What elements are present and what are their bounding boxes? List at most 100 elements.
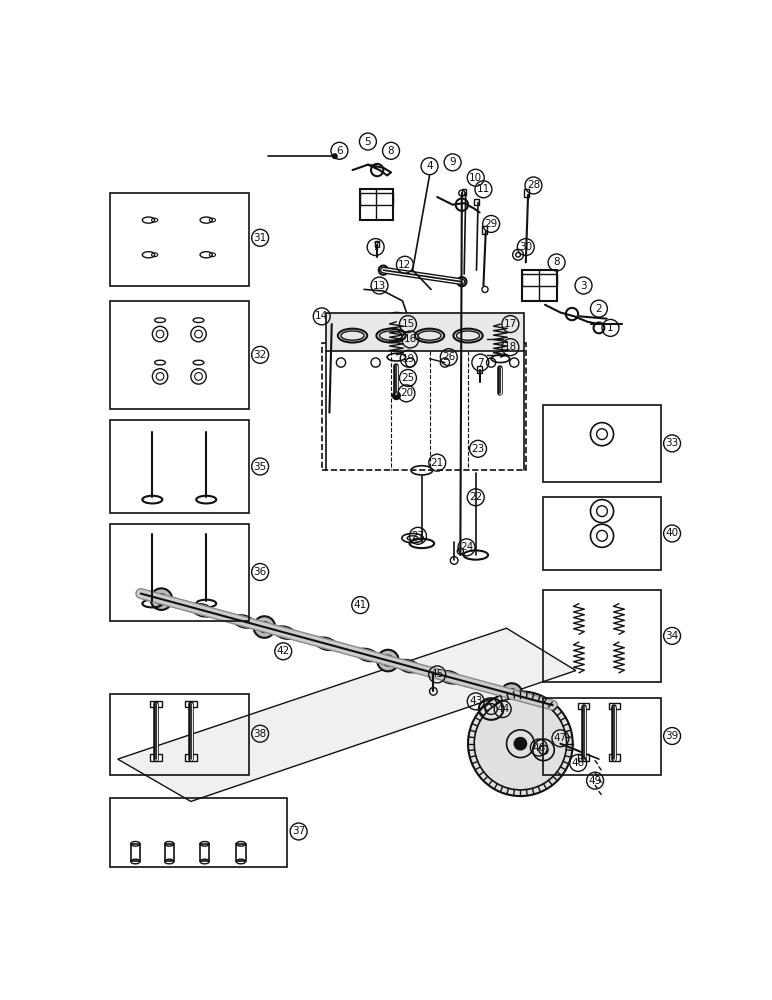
Text: 13: 13 bbox=[373, 281, 386, 291]
Ellipse shape bbox=[274, 626, 296, 639]
Text: 5: 5 bbox=[364, 137, 371, 147]
Bar bbox=[462, 189, 466, 195]
Text: 30: 30 bbox=[520, 242, 533, 252]
Ellipse shape bbox=[191, 604, 214, 617]
Bar bbox=[150, 754, 162, 761]
Text: 20: 20 bbox=[400, 388, 413, 398]
Text: 43: 43 bbox=[469, 696, 482, 706]
Bar bbox=[578, 703, 589, 709]
Circle shape bbox=[514, 738, 527, 750]
Ellipse shape bbox=[398, 659, 420, 673]
Text: 38: 38 bbox=[253, 729, 267, 739]
Bar bbox=[326, 312, 524, 351]
Ellipse shape bbox=[501, 683, 523, 705]
Text: 40: 40 bbox=[665, 528, 679, 538]
Text: 21: 21 bbox=[431, 458, 444, 468]
Text: 37: 37 bbox=[292, 826, 305, 836]
Text: 29: 29 bbox=[485, 219, 498, 229]
Bar bbox=[185, 754, 197, 761]
Ellipse shape bbox=[438, 671, 461, 684]
Text: 2: 2 bbox=[596, 304, 602, 314]
Bar bbox=[236, 844, 245, 861]
Text: 12: 12 bbox=[398, 260, 411, 270]
Text: 36: 36 bbox=[253, 567, 267, 577]
Bar bbox=[164, 844, 174, 861]
Text: 47: 47 bbox=[554, 733, 567, 743]
Bar bbox=[110, 420, 249, 513]
Bar bbox=[327, 319, 333, 326]
Text: 34: 34 bbox=[665, 631, 679, 641]
Bar bbox=[524, 189, 529, 197]
Text: 8: 8 bbox=[554, 257, 560, 267]
Ellipse shape bbox=[151, 588, 172, 610]
Text: 11: 11 bbox=[477, 184, 490, 194]
Bar bbox=[543, 497, 661, 570]
Text: 41: 41 bbox=[354, 600, 367, 610]
Text: 33: 33 bbox=[665, 438, 679, 448]
Bar bbox=[474, 199, 479, 205]
Text: 7: 7 bbox=[372, 242, 379, 252]
Text: 31: 31 bbox=[253, 233, 267, 243]
Bar bbox=[543, 590, 661, 682]
Circle shape bbox=[333, 154, 337, 158]
Text: 45: 45 bbox=[431, 669, 444, 679]
Polygon shape bbox=[117, 628, 576, 801]
Bar bbox=[375, 241, 380, 247]
Ellipse shape bbox=[356, 648, 378, 662]
Ellipse shape bbox=[259, 622, 269, 632]
Circle shape bbox=[393, 392, 400, 400]
Bar bbox=[110, 524, 249, 620]
Text: 4: 4 bbox=[426, 161, 433, 171]
Ellipse shape bbox=[156, 594, 167, 605]
Text: 39: 39 bbox=[665, 731, 679, 741]
Ellipse shape bbox=[506, 689, 517, 699]
Ellipse shape bbox=[232, 615, 255, 628]
Bar bbox=[543, 405, 661, 482]
Text: 42: 42 bbox=[276, 646, 290, 656]
Bar bbox=[522, 274, 557, 286]
Bar bbox=[110, 694, 249, 774]
Bar bbox=[578, 754, 589, 761]
Text: 9: 9 bbox=[449, 157, 456, 167]
Text: 22: 22 bbox=[469, 492, 482, 502]
Text: 15: 15 bbox=[401, 319, 415, 329]
Text: 17: 17 bbox=[504, 319, 517, 329]
Text: 16: 16 bbox=[404, 334, 417, 344]
Ellipse shape bbox=[383, 655, 394, 666]
Text: 48: 48 bbox=[571, 758, 584, 768]
Bar bbox=[200, 844, 209, 861]
Ellipse shape bbox=[253, 616, 275, 638]
Ellipse shape bbox=[315, 637, 337, 650]
Bar bbox=[110, 193, 249, 286]
Bar bbox=[522, 270, 557, 301]
Bar bbox=[150, 701, 162, 707]
Text: 28: 28 bbox=[527, 180, 540, 190]
Bar bbox=[130, 844, 140, 861]
Text: 6: 6 bbox=[336, 146, 343, 156]
Bar bbox=[361, 193, 393, 205]
Text: 26: 26 bbox=[442, 352, 455, 362]
Bar bbox=[609, 754, 620, 761]
Bar bbox=[361, 189, 393, 220]
Bar bbox=[110, 798, 287, 867]
Text: 35: 35 bbox=[253, 462, 267, 472]
Text: 10: 10 bbox=[469, 173, 482, 183]
Text: 24: 24 bbox=[460, 542, 473, 552]
Text: 19: 19 bbox=[402, 354, 415, 364]
Text: 27: 27 bbox=[411, 531, 425, 541]
Bar bbox=[543, 698, 661, 774]
Ellipse shape bbox=[378, 650, 398, 671]
Text: 25: 25 bbox=[401, 373, 415, 383]
Bar bbox=[322, 343, 526, 470]
Bar bbox=[110, 301, 249, 409]
Bar bbox=[609, 703, 620, 709]
Bar bbox=[477, 366, 482, 373]
Text: 44: 44 bbox=[496, 704, 510, 714]
Text: 49: 49 bbox=[588, 776, 601, 786]
Text: 3: 3 bbox=[581, 281, 587, 291]
Text: 18: 18 bbox=[504, 342, 517, 352]
Bar bbox=[482, 226, 486, 234]
Text: 7: 7 bbox=[477, 358, 484, 368]
Text: 32: 32 bbox=[253, 350, 267, 360]
Text: 8: 8 bbox=[388, 146, 394, 156]
